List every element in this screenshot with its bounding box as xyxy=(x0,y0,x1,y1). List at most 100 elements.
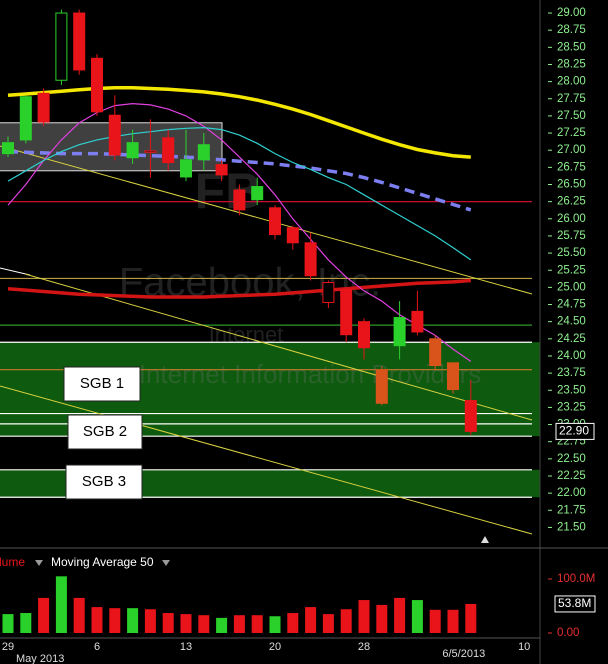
candle-body xyxy=(251,186,264,201)
trendline xyxy=(24,273,533,421)
y-tick-label: 26.00 xyxy=(557,213,586,225)
y-tick-label: 27.75 xyxy=(557,93,586,105)
annotation-label: SGB 1 xyxy=(80,375,124,392)
candle-body xyxy=(304,242,317,277)
volume-bar xyxy=(411,600,423,633)
candle-body xyxy=(215,164,228,176)
volume-bar xyxy=(394,597,406,633)
volume-bar xyxy=(216,617,228,633)
dropdown[interactable] xyxy=(35,560,43,566)
moving-average xyxy=(7,126,472,261)
volume-bar xyxy=(144,609,156,633)
moving-average xyxy=(7,149,472,212)
y-tick-label: 21.75 xyxy=(557,504,586,516)
candle-body xyxy=(429,338,442,367)
volume-bar xyxy=(180,614,192,633)
candle-body xyxy=(144,150,157,153)
watermark-text: Internet Information Providers xyxy=(139,359,482,389)
annotation-label: SGB 3 xyxy=(82,473,126,490)
y-tick-label: 27.25 xyxy=(557,127,586,139)
trendline xyxy=(0,385,533,535)
volume-bar xyxy=(20,613,32,633)
candle-body xyxy=(162,137,175,164)
volume-bar xyxy=(429,609,441,633)
candle-body xyxy=(180,159,192,178)
y-tick-label: 25.75 xyxy=(557,230,586,242)
candle-body xyxy=(375,369,388,404)
candle-body xyxy=(197,144,210,161)
dropdown[interactable] xyxy=(162,560,170,566)
y-tick-label: 26.75 xyxy=(557,161,586,173)
volume-bar xyxy=(233,615,245,633)
volume-bar xyxy=(198,615,210,633)
annotation-box xyxy=(65,464,143,500)
candle-body xyxy=(464,400,477,432)
candle-body xyxy=(269,207,281,236)
y-tick-label: 100.0M xyxy=(557,573,595,585)
y-tick-label: 24.00 xyxy=(557,350,586,362)
volume-bar xyxy=(109,608,121,633)
candle-body xyxy=(73,12,86,71)
y-tick-label: 26.25 xyxy=(557,196,586,208)
x-tick-label: 10 xyxy=(518,641,530,653)
volume-title: lume xyxy=(0,555,25,569)
volume-bar xyxy=(287,613,299,633)
marker xyxy=(481,536,489,543)
candle-body xyxy=(55,12,68,81)
x-tick-label: 13 xyxy=(180,641,192,653)
y-tick-label: 0.00 xyxy=(557,627,579,639)
annotation-label: SGB 2 xyxy=(83,423,127,440)
trendline xyxy=(0,267,31,276)
y-tick-label: 28.25 xyxy=(557,59,586,71)
volume-bar xyxy=(38,597,50,633)
moving-average xyxy=(7,102,472,362)
candle-body xyxy=(340,288,353,336)
candle-body xyxy=(108,114,121,156)
axes: 29.00 28.75 28.50 28.25 28.00 27.75 27.50 27.25… xyxy=(2,7,596,660)
y-tick-label: 24.25 xyxy=(557,333,586,345)
volume-bar xyxy=(2,614,14,633)
candle-body xyxy=(286,227,299,244)
annotations: SGB 1 SGB 2 SGB 3 xyxy=(63,366,143,500)
y-tick-label: 27.50 xyxy=(557,110,586,122)
candle-body xyxy=(19,96,32,141)
volume-bar xyxy=(376,604,388,633)
x-tick-label: 20 xyxy=(269,641,281,653)
volume-bar xyxy=(55,576,67,633)
candle-body xyxy=(358,321,370,349)
volume-bar xyxy=(162,613,174,633)
volume-bar xyxy=(322,614,334,633)
x-tick-label: 6/5/2013 xyxy=(442,648,485,660)
candle-body xyxy=(411,310,424,333)
candle-body xyxy=(233,189,246,211)
volume-bar xyxy=(91,607,103,633)
volume-bar xyxy=(305,607,317,633)
y-tick-label: 22.25 xyxy=(557,470,586,482)
y-tick-label: 22.00 xyxy=(557,487,586,499)
candle-body xyxy=(126,142,139,159)
moving-average xyxy=(7,278,471,299)
y-tick-label: 23.50 xyxy=(557,384,586,396)
y-tick-label: 24.75 xyxy=(557,299,586,311)
x-tick-label: 29 xyxy=(2,641,14,653)
y-tick-label: 25.00 xyxy=(557,281,586,293)
y-tick-label: 25.25 xyxy=(557,264,586,276)
overlays xyxy=(7,86,472,362)
candle-body xyxy=(37,92,50,123)
volume-bar xyxy=(251,615,263,633)
period-label: May 2013 xyxy=(16,653,64,664)
current-price-label: 22.90 xyxy=(559,424,589,438)
current-volume-box xyxy=(554,595,596,613)
current-volume-label: 53.8M xyxy=(558,596,591,610)
x-tick-label: 6 xyxy=(94,641,100,653)
volume-bar xyxy=(447,609,459,633)
y-tick-label: 26.50 xyxy=(557,179,586,191)
moving-average xyxy=(7,86,471,159)
y-tick-label: 28.75 xyxy=(557,24,586,36)
volume-bar xyxy=(340,609,352,633)
y-tick-label: 23.25 xyxy=(557,401,586,413)
volume-bar xyxy=(73,597,85,633)
volume-bar xyxy=(127,608,139,633)
